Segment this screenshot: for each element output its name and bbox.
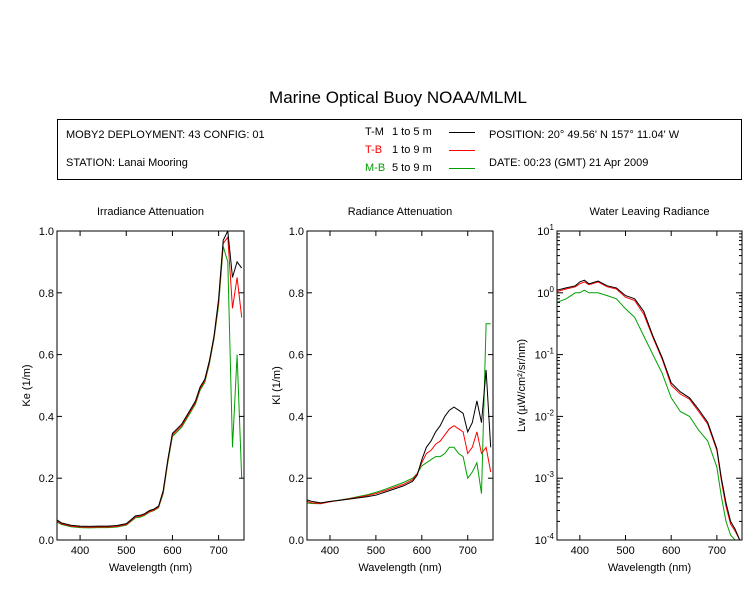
- series-line-t-b: [307, 425, 492, 505]
- x-tick-label: 600: [662, 545, 680, 557]
- y-tick-label: 0.0: [39, 535, 54, 547]
- series-line-m-b: [57, 246, 243, 529]
- chart-title: Water Leaving Radiance: [589, 206, 709, 218]
- y-axis-label: Lw (µW/cm²/sr/nm): [516, 339, 528, 432]
- x-tick-label: 400: [571, 545, 589, 557]
- y-tick-label: 0.6: [39, 350, 54, 362]
- y-axis-label: Kl (1/m): [271, 366, 283, 405]
- legend-code-tb: T-B: [365, 144, 383, 156]
- series-line-t-m: [57, 231, 243, 527]
- y-tick-label: 0.6: [289, 350, 304, 362]
- y-tick-label: 100: [537, 285, 554, 300]
- y-axis-label: Ke (1/m): [21, 364, 33, 406]
- y-tick-label: 1.0: [289, 226, 304, 238]
- x-tick-label: 600: [163, 545, 181, 557]
- x-tick-label: 600: [413, 545, 431, 557]
- series-line-m-b: [557, 289, 740, 540]
- x-axis-label: Wavelength (nm): [109, 562, 192, 574]
- legend-code-tm: T-M: [365, 126, 384, 138]
- legend-line-mb: [449, 168, 475, 169]
- y-tick-label: 0.2: [39, 473, 54, 485]
- series-line-t-b: [57, 235, 243, 528]
- y-tick-label: 10-4: [535, 532, 555, 547]
- station-label: STATION: Lanai Mooring: [66, 157, 188, 169]
- x-tick-label: 700: [708, 545, 726, 557]
- series-line-t-m: [307, 369, 492, 504]
- y-tick-label: 0.4: [39, 411, 54, 423]
- x-axis-label: Wavelength (nm): [608, 562, 691, 574]
- x-axis-label: Wavelength (nm): [358, 562, 441, 574]
- x-tick-label: 500: [616, 545, 634, 557]
- date-label: DATE: 00:23 (GMT) 21 Apr 2009: [489, 157, 649, 169]
- series-line-t-m: [557, 279, 741, 540]
- x-tick-label: 700: [209, 545, 227, 557]
- series-group: [307, 323, 492, 505]
- y-tick-label: 0.8: [39, 288, 54, 300]
- plot-frame: [56, 230, 245, 541]
- legend-range-mb: 5 to 9 m: [392, 162, 432, 174]
- y-tick-label: 0.8: [289, 288, 304, 300]
- series-group: [57, 231, 243, 529]
- y-tick-label: 0.0: [289, 535, 304, 547]
- chart-panel-3: Water Leaving Radiance 400 500 600 700 101 100…: [516, 206, 743, 574]
- x-tick-label: 500: [367, 545, 385, 557]
- y-tick-label: 0.4: [289, 411, 304, 423]
- y-tick-label: 101: [537, 223, 554, 238]
- plot-frame: [306, 230, 494, 541]
- y-tick-label: 1.0: [39, 226, 54, 238]
- deployment-label: MOBY2 DEPLOYMENT: 43 CONFIG: 01: [66, 129, 265, 141]
- legend-code-mb: M-B: [365, 162, 386, 174]
- series-line-t-b: [557, 281, 741, 540]
- info-box: MOBY2 DEPLOYMENT: 43 CONFIG: 01 STATION:…: [57, 119, 742, 180]
- legend-range-tb: 1 to 9 m: [392, 144, 432, 156]
- chart-panel-1: Irradiance Attenuation 400 500 600 700 0.0 0.2…: [21, 206, 245, 574]
- legend-line-tb: [449, 150, 475, 151]
- y-tick-label: 0.2: [289, 473, 304, 485]
- x-tick-label: 400: [321, 545, 339, 557]
- x-tick-label: 400: [71, 545, 89, 557]
- plot-frame: [556, 230, 743, 541]
- series-group: [557, 279, 741, 540]
- legend-line-tm: [449, 132, 475, 133]
- y-tick-label: 10-3: [535, 470, 555, 485]
- chart-title: Irradiance Attenuation: [97, 206, 204, 218]
- x-tick-label: 700: [459, 545, 477, 557]
- chart-panel-2: Radiance Attenuation 400 500 600 700 0.0 0.2 0.…: [271, 206, 494, 574]
- position-label: POSITION: 20° 49.56' N 157° 11.04' W: [489, 129, 680, 141]
- chart-title: Radiance Attenuation: [348, 206, 453, 218]
- page-title: Marine Optical Buoy NOAA/MLML: [269, 88, 527, 107]
- y-tick-label: 10-2: [535, 408, 555, 423]
- x-tick-label: 500: [117, 545, 135, 557]
- legend-range-tm: 1 to 5 m: [392, 126, 432, 138]
- y-tick-label: 10-1: [535, 347, 555, 362]
